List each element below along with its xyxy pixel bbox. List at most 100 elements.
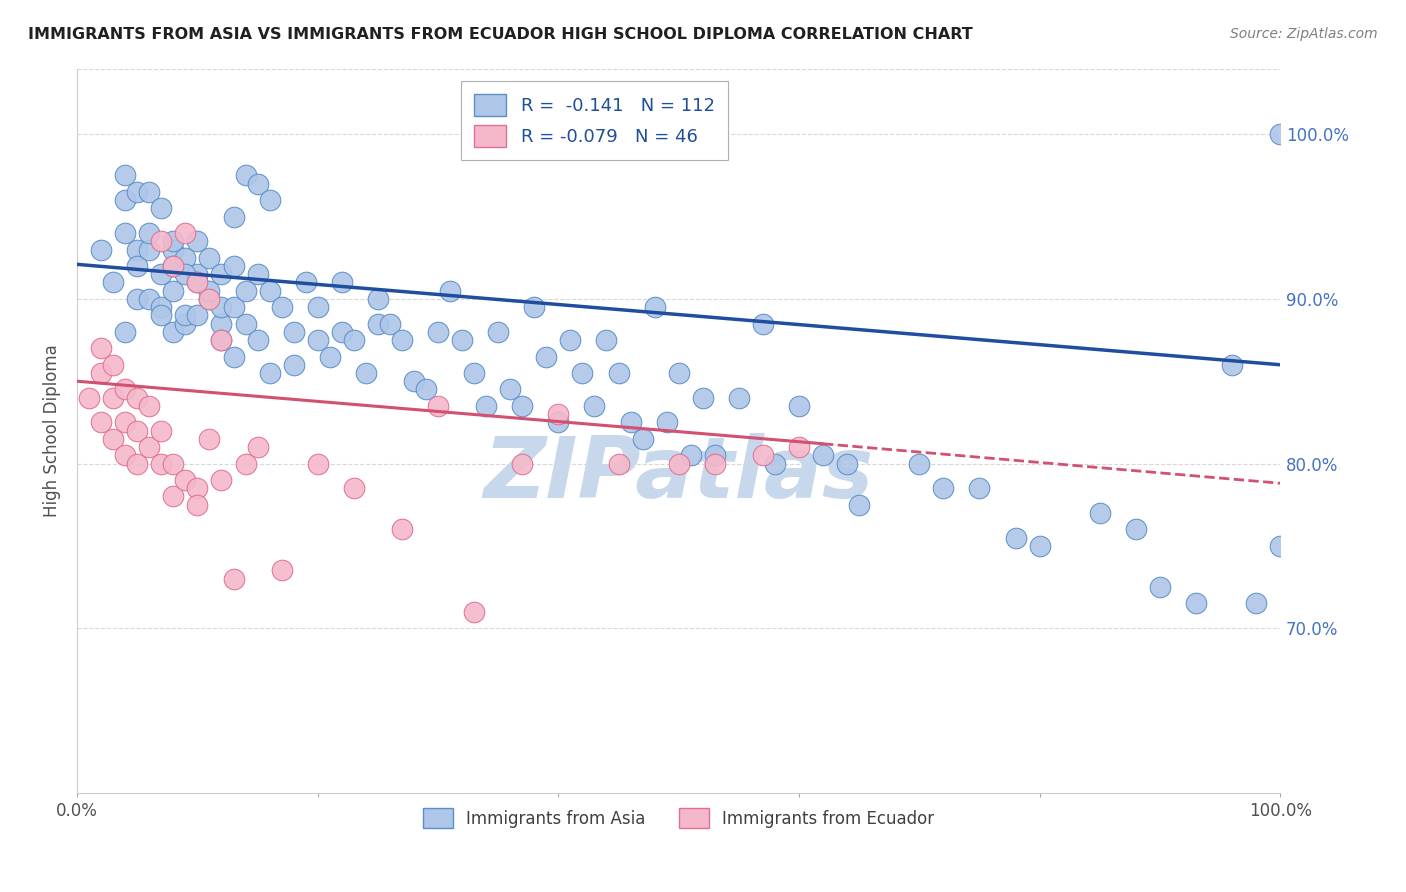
Point	[1125, 522, 1147, 536]
Point	[307, 333, 329, 347]
Point	[1088, 506, 1111, 520]
Point	[427, 399, 450, 413]
Point	[114, 193, 136, 207]
Point	[138, 399, 160, 413]
Point	[162, 284, 184, 298]
Point	[367, 317, 389, 331]
Point	[114, 325, 136, 339]
Point	[246, 440, 269, 454]
Point	[1244, 596, 1267, 610]
Point	[932, 481, 955, 495]
Point	[378, 317, 401, 331]
Point	[150, 424, 173, 438]
Point	[679, 448, 702, 462]
Point	[246, 267, 269, 281]
Point	[103, 432, 125, 446]
Point	[235, 457, 257, 471]
Point	[811, 448, 834, 462]
Point	[186, 309, 208, 323]
Point	[162, 457, 184, 471]
Point	[787, 440, 810, 454]
Point	[499, 383, 522, 397]
Point	[1220, 358, 1243, 372]
Point	[463, 366, 485, 380]
Point	[246, 177, 269, 191]
Point	[391, 333, 413, 347]
Point	[162, 235, 184, 249]
Point	[211, 473, 233, 487]
Point	[619, 415, 641, 429]
Point	[415, 383, 437, 397]
Y-axis label: High School Diploma: High School Diploma	[44, 344, 60, 517]
Point	[1270, 128, 1292, 142]
Point	[138, 185, 160, 199]
Point	[655, 415, 678, 429]
Point	[211, 300, 233, 314]
Point	[848, 498, 870, 512]
Point	[127, 391, 149, 405]
Point	[270, 564, 292, 578]
Point	[451, 333, 474, 347]
Point	[330, 276, 353, 290]
Point	[174, 309, 197, 323]
Point	[547, 415, 569, 429]
Point	[162, 490, 184, 504]
Point	[186, 235, 208, 249]
Point	[475, 399, 498, 413]
Point	[536, 350, 558, 364]
Text: Source: ZipAtlas.com: Source: ZipAtlas.com	[1230, 27, 1378, 41]
Point	[259, 284, 281, 298]
Point	[127, 292, 149, 306]
Point	[560, 333, 582, 347]
Point	[174, 473, 197, 487]
Point	[114, 415, 136, 429]
Point	[174, 251, 197, 265]
Point	[222, 350, 245, 364]
Point	[90, 243, 112, 257]
Point	[969, 481, 991, 495]
Point	[486, 325, 509, 339]
Point	[162, 325, 184, 339]
Point	[246, 333, 269, 347]
Point	[439, 284, 461, 298]
Point	[402, 374, 425, 388]
Point	[138, 243, 160, 257]
Point	[114, 169, 136, 183]
Point	[150, 235, 173, 249]
Point	[787, 399, 810, 413]
Point	[222, 300, 245, 314]
Point	[703, 448, 725, 462]
Point	[583, 399, 606, 413]
Point	[138, 292, 160, 306]
Point	[307, 300, 329, 314]
Point	[114, 226, 136, 240]
Point	[703, 457, 725, 471]
Point	[523, 300, 546, 314]
Text: ZIPatlas: ZIPatlas	[484, 433, 873, 516]
Point	[186, 498, 208, 512]
Point	[763, 457, 786, 471]
Point	[283, 325, 305, 339]
Point	[186, 276, 208, 290]
Legend: Immigrants from Asia, Immigrants from Ecuador: Immigrants from Asia, Immigrants from Ec…	[416, 801, 941, 835]
Point	[837, 457, 859, 471]
Point	[283, 358, 305, 372]
Point	[330, 325, 353, 339]
Point	[138, 226, 160, 240]
Point	[150, 457, 173, 471]
Point	[103, 276, 125, 290]
Point	[1149, 580, 1171, 594]
Point	[127, 259, 149, 273]
Point	[127, 457, 149, 471]
Text: IMMIGRANTS FROM ASIA VS IMMIGRANTS FROM ECUADOR HIGH SCHOOL DIPLOMA CORRELATION : IMMIGRANTS FROM ASIA VS IMMIGRANTS FROM …	[28, 27, 973, 42]
Point	[319, 350, 342, 364]
Point	[510, 457, 533, 471]
Point	[90, 415, 112, 429]
Point	[235, 317, 257, 331]
Point	[211, 317, 233, 331]
Point	[547, 407, 569, 421]
Point	[752, 448, 775, 462]
Point	[114, 448, 136, 462]
Point	[150, 309, 173, 323]
Point	[752, 317, 775, 331]
